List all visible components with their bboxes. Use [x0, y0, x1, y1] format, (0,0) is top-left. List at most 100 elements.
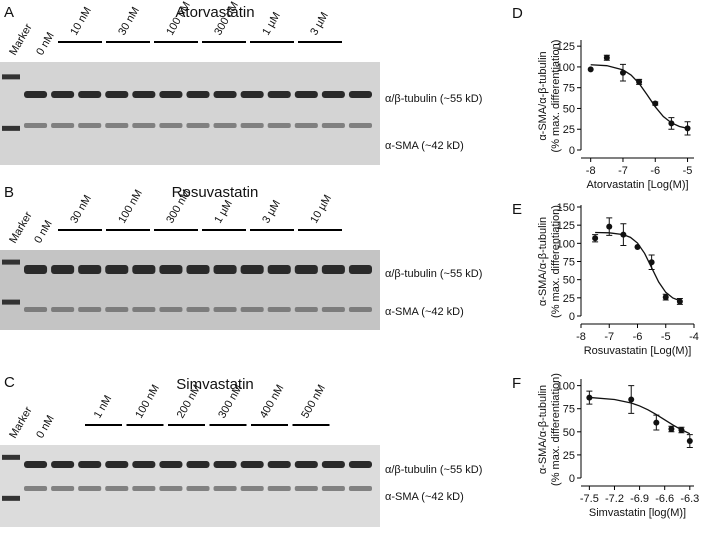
tubulin-band	[267, 91, 291, 98]
lane-label: 3 µM	[308, 10, 331, 37]
lane-label: 100 nM	[133, 383, 162, 421]
x-tick-label: -8	[586, 165, 596, 177]
lane-label: 1 nM	[92, 393, 115, 420]
data-point	[668, 426, 675, 433]
x-tick-label: -6	[633, 331, 643, 343]
sma-band	[51, 486, 75, 491]
tubulin-band	[132, 265, 156, 274]
sma-band	[105, 307, 129, 312]
data-point	[606, 223, 613, 230]
marker-band	[2, 125, 20, 131]
x-tick-label: -7.5	[580, 493, 599, 505]
data-point	[648, 259, 655, 266]
tubulin-band	[78, 265, 102, 274]
y-tick-label: 125	[557, 220, 575, 232]
data-point	[676, 298, 683, 305]
sma-band	[348, 307, 372, 312]
sma-band	[294, 486, 318, 491]
sma-band	[132, 123, 156, 128]
data-point	[668, 120, 675, 127]
sma-band	[213, 307, 237, 312]
marker-band	[2, 495, 20, 501]
sma-band	[132, 486, 156, 491]
y-axis-label: (% max. differentiation)	[550, 373, 562, 486]
data-point	[587, 66, 594, 73]
data-point	[592, 235, 599, 242]
data-point	[620, 231, 627, 238]
tubulin-band	[186, 265, 210, 274]
data-point	[586, 394, 593, 401]
x-axis-label: Simvastatin [log(M)]	[589, 507, 686, 519]
lane-label: 0 nM	[32, 218, 55, 245]
tubulin-band	[105, 461, 129, 468]
y-tick-label: 25	[563, 450, 575, 462]
x-tick-label: -5	[683, 165, 693, 177]
x-tick-label: -7.2	[605, 493, 624, 505]
x-tick-label: -6	[650, 165, 660, 177]
x-tick-label: -6.3	[680, 493, 699, 505]
blot-image	[0, 250, 380, 330]
y-axis-label: (% max. differentiation)	[550, 205, 562, 318]
lane-label: 500 nM	[299, 383, 328, 421]
data-point	[653, 419, 660, 426]
y-tick-label: 50	[563, 275, 575, 287]
sma-band	[105, 123, 129, 128]
data-point	[603, 54, 610, 61]
lane-label: 30 nM	[68, 193, 94, 225]
y-tick-label: 100	[557, 238, 575, 250]
tubulin-band	[132, 461, 156, 468]
tubulin-band	[213, 265, 237, 274]
lane-label: 400 nM	[258, 383, 287, 421]
panel-letter: E	[512, 201, 522, 218]
tubulin-band	[51, 265, 75, 274]
sma-band	[240, 307, 264, 312]
y-tick-label: 50	[563, 103, 575, 115]
sma-band	[321, 123, 345, 128]
band-label: α-SMA (~42 kD)	[385, 140, 464, 152]
lane-label: 30 nM	[116, 5, 142, 37]
tubulin-band	[267, 265, 291, 274]
marker-label: Marker	[7, 405, 35, 441]
tubulin-band	[321, 265, 345, 274]
y-tick-label: 75	[563, 257, 575, 269]
y-tick-label: 25	[563, 124, 575, 136]
lane-label: 300 nM	[164, 188, 193, 226]
blot-title: Simvastatin	[176, 376, 254, 393]
sma-band	[267, 123, 291, 128]
tubulin-band	[51, 91, 75, 98]
y-tick-label: 75	[563, 83, 575, 95]
tubulin-band	[213, 91, 237, 98]
tubulin-band	[24, 91, 48, 98]
tubulin-band	[321, 91, 345, 98]
tubulin-band	[294, 461, 318, 468]
panel-letter: C	[4, 374, 15, 391]
x-tick-label: -7	[618, 165, 628, 177]
tubulin-band	[186, 91, 210, 98]
band-label: α/β-tubulin (~55 kD)	[385, 93, 482, 105]
sma-band	[321, 307, 345, 312]
sma-band	[51, 307, 75, 312]
y-tick-label: 150	[557, 202, 575, 214]
sma-band	[321, 486, 345, 491]
tubulin-band	[105, 91, 129, 98]
tubulin-band	[105, 265, 129, 274]
tubulin-band	[186, 461, 210, 468]
marker-label: Marker	[7, 22, 35, 58]
tubulin-band	[159, 91, 183, 98]
band-label: α-SMA (~42 kD)	[385, 491, 464, 503]
sma-band	[78, 486, 102, 491]
fit-curve	[595, 231, 681, 302]
data-point	[686, 438, 693, 445]
sma-band	[240, 486, 264, 491]
marker-band	[2, 259, 20, 265]
y-axis-label: α-SMA/α-β-tubulin	[537, 385, 549, 474]
y-tick-label: 0	[569, 145, 575, 157]
sma-band	[78, 123, 102, 128]
tubulin-band	[294, 265, 318, 274]
x-tick-label: -8	[576, 331, 586, 343]
band-label: α/β-tubulin (~55 kD)	[385, 268, 482, 280]
tubulin-band	[51, 461, 75, 468]
data-point	[634, 243, 641, 250]
fit-curve	[590, 64, 688, 129]
